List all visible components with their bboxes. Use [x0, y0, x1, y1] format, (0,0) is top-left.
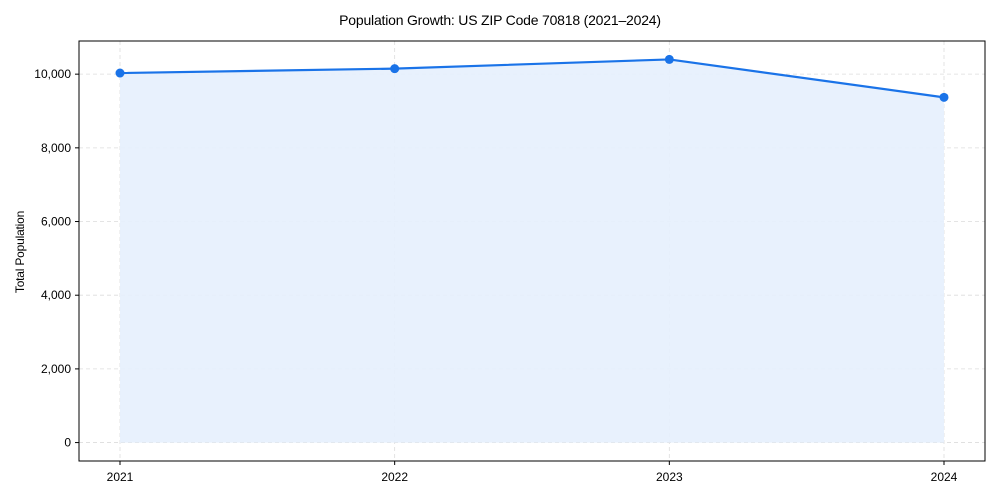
y-tick-label: 8,000	[41, 141, 71, 155]
y-tick-label: 10,000	[34, 67, 71, 81]
data-point-marker	[939, 92, 949, 102]
area-fill	[120, 59, 944, 443]
data-point-marker	[115, 68, 125, 78]
x-tick-label: 2024	[931, 470, 958, 484]
plot-frame	[78, 40, 986, 462]
data-point-marker	[390, 64, 400, 74]
series-line	[119, 58, 945, 99]
y-tick-label: 2,000	[41, 362, 71, 376]
x-tick-label: 2021	[107, 470, 134, 484]
chart-title: Population Growth: US ZIP Code 70818 (20…	[339, 12, 661, 28]
x-tick-label: 2022	[381, 470, 408, 484]
y-tick-label: 0	[64, 436, 71, 450]
y-tick-label: 6,000	[41, 215, 71, 229]
y-tick-label: 4,000	[41, 288, 71, 302]
x-tick-label: 2023	[656, 470, 683, 484]
y-axis-label: Total Population	[13, 210, 27, 294]
data-point-marker	[664, 54, 674, 64]
